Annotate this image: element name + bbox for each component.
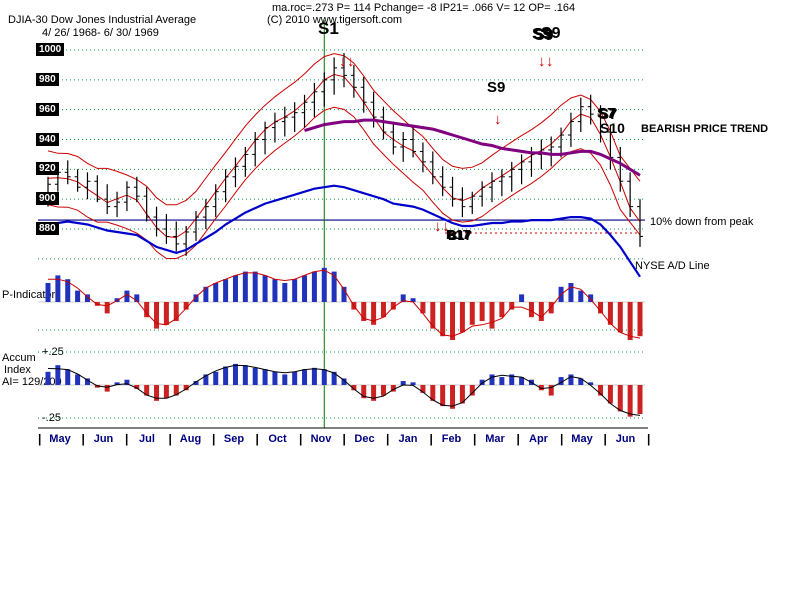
annotation-s7: S7: [597, 105, 616, 122]
month-tick: |: [516, 432, 520, 446]
month-tick: |: [168, 432, 172, 446]
price-axis-tick: 880: [36, 222, 59, 235]
month-label: May: [571, 433, 593, 445]
month-label: Dec: [354, 433, 375, 445]
month-tick: |: [125, 432, 129, 446]
sell-signal-arrow-icon: ↓: [546, 53, 554, 70]
purple-ma-line: [304, 118, 641, 177]
month-tick: |: [473, 432, 477, 446]
month-label: Jan: [398, 433, 418, 445]
accum-label-1: Accum: [2, 352, 36, 364]
indicator-readout: ma.roc=.273 P= 114 Pchange= -8 IP21= .06…: [272, 2, 576, 14]
annotation-s9: S9: [541, 25, 561, 42]
month-tick: |: [81, 432, 85, 446]
month-label: Mar: [485, 433, 505, 445]
annotation-nyse-a-d-line: NYSE A/D Line: [635, 260, 710, 272]
month-label: Aug: [179, 433, 202, 445]
price-axis-tick: 920: [36, 162, 59, 176]
chart-title: DJIA-30 Dow Jones Industrial Average: [8, 14, 197, 26]
month-label: Jun: [615, 433, 636, 445]
month-label: Nov: [310, 433, 332, 445]
month-tick: |: [342, 432, 346, 446]
accum-index-histogram: [38, 363, 645, 417]
month-label: Jul: [139, 433, 155, 445]
sell-signal-arrow-icon: ↓: [442, 218, 450, 235]
price-axis-tick: 980: [36, 72, 59, 86]
month-tick: |: [429, 432, 433, 446]
p-indicator-histogram: [38, 267, 645, 340]
month-label: Oct: [268, 433, 287, 445]
signal-arrows: ↓ ↓ ↓ ↓↓↓ ↓: [339, 53, 554, 235]
sell-signal-arrow-icon: ↓: [538, 53, 546, 70]
sell-signal-arrow-icon: ↓: [494, 111, 502, 128]
price-axis-tick: 960: [36, 102, 59, 116]
price-axis-tick: 900: [36, 192, 59, 206]
copyright-text: (C) 2010 www.tigersoft.com: [267, 14, 403, 26]
annotation-s10: S10: [600, 120, 625, 136]
annotation-10-down-from-peak: 10% down from peak: [650, 216, 754, 228]
month-tick: |: [212, 432, 216, 446]
nyse-ad-line: [47, 184, 641, 278]
accum-label-2: Index: [4, 364, 31, 376]
month-tick: |: [603, 432, 607, 446]
annotation-s9: S9: [532, 26, 552, 43]
month-tick: |: [38, 432, 42, 446]
annotation-s1: S1: [318, 19, 339, 38]
month-label: Sep: [223, 433, 245, 445]
chart-date-range: 4/ 26/ 1968- 6/ 30/ 1969: [42, 27, 159, 39]
sell-signal-arrow-icon: ↓: [339, 53, 347, 70]
annotation-s9: S9: [487, 79, 506, 96]
month-label: May: [49, 433, 71, 445]
plus-25-label: +.25: [42, 346, 64, 358]
annotation-bearish-price-trend: BEARISH PRICE TREND: [641, 123, 769, 135]
minus-25-label: -.25: [42, 412, 61, 424]
month-label: Jun: [93, 433, 114, 445]
month-tick: |: [647, 432, 651, 446]
sell-signal-arrow-icon: ↓: [434, 218, 442, 235]
month-label: Feb: [441, 433, 462, 445]
month-label: Apr: [529, 433, 548, 445]
price-chart-svg: ↓ ↓ ↓ ↓↓↓ ↓: [38, 20, 648, 429]
sell-signal-arrow-icon: ↓: [347, 53, 355, 70]
p-indicator-label: P-Indicator: [2, 289, 56, 301]
annotation-b17: B17: [446, 227, 470, 242]
month-tick: |: [560, 432, 564, 446]
month-tick: |: [255, 432, 259, 446]
price-axis-tick: 940: [36, 132, 59, 146]
month-tick: |: [386, 432, 390, 446]
month-tick: |: [299, 432, 303, 446]
reference-lines: [38, 20, 645, 428]
price-axis-tick: 1000: [36, 43, 65, 56]
